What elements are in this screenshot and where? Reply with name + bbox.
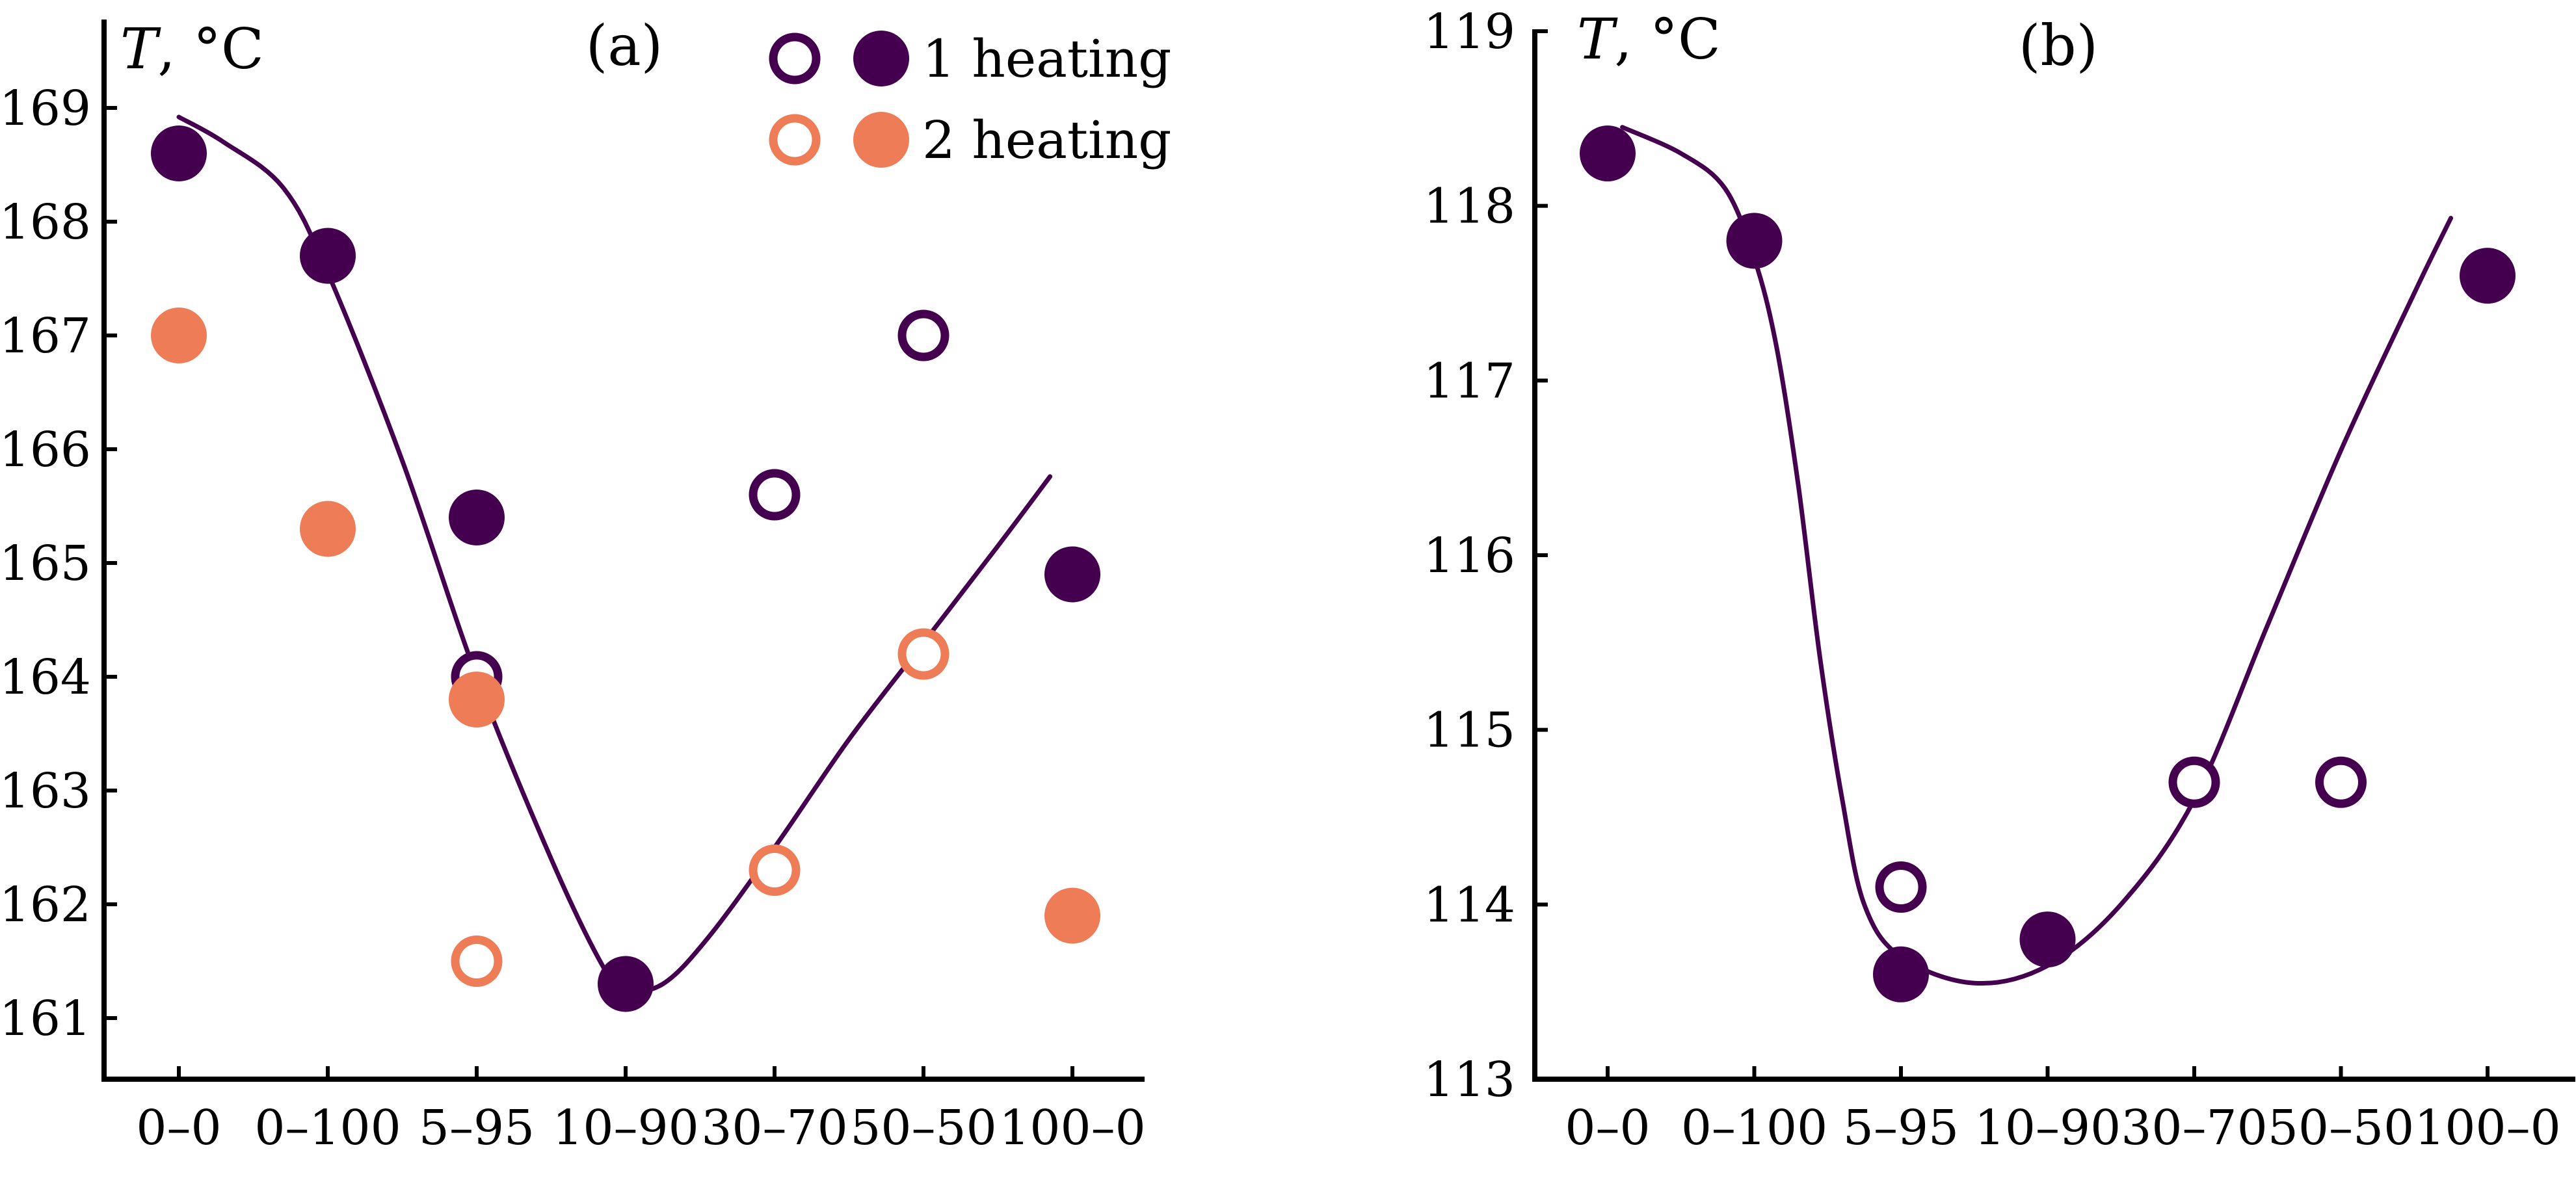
y-tick-label: 168 [0, 194, 91, 250]
y-axis-label: T, °C [1577, 7, 1721, 72]
data-point-heating1-filled [1873, 946, 1929, 1002]
y-axis-label-unit: , °C [157, 17, 263, 82]
y-tick-label: 119 [1424, 4, 1515, 60]
data-point-heating2-open [451, 936, 503, 987]
x-tick-label: 50–50 [850, 1100, 996, 1156]
data-point-heating1-filled [300, 228, 356, 284]
y-tick-label: 167 [0, 308, 91, 364]
data-point-heating2-filled [449, 672, 505, 727]
x-tick-label: 30–70 [701, 1100, 847, 1156]
panel-label: (a) [586, 14, 663, 79]
y-tick-label: 166 [0, 422, 91, 478]
legend-marker-filled [853, 31, 909, 86]
legend-marker-filled [853, 112, 909, 168]
y-tick-label: 165 [0, 536, 91, 592]
y-tick-label: 116 [1424, 528, 1515, 584]
data-point-heating1-filled [1726, 213, 1783, 269]
y-tick-label: 163 [0, 763, 91, 819]
x-tick-label: 0–0 [1565, 1100, 1650, 1156]
y-axis-label-variable: T [1577, 7, 1618, 72]
panel-label: (b) [2019, 14, 2098, 79]
legend-marker-open [769, 114, 821, 166]
data-point-heating2-filled [151, 308, 207, 363]
data-point-heating2-open [749, 844, 801, 896]
legend-label: 2 heating [922, 110, 1171, 170]
data-point-heating2-filled [300, 501, 356, 557]
y-tick-label: 169 [0, 81, 91, 137]
x-tick-label: 100–0 [999, 1100, 1145, 1156]
x-tick-label: 30–70 [2121, 1100, 2267, 1156]
data-point-heating1-open [2315, 756, 2367, 808]
x-tick-label: 10–90 [1974, 1100, 2121, 1156]
data-point-heating1-open [1875, 861, 1927, 913]
x-tick-label: 5–95 [1843, 1100, 1959, 1156]
data-point-heating1-filled [1044, 546, 1100, 603]
x-tick-label: 50–50 [2268, 1100, 2414, 1156]
x-tick-label: 0–100 [1681, 1100, 1827, 1156]
y-tick-label: 118 [1424, 179, 1515, 235]
x-tick-label: 0–0 [136, 1100, 221, 1156]
data-point-heating1-open [2168, 756, 2220, 808]
y-axis-label: T, °C [120, 17, 264, 82]
x-tick-label: 100–0 [2414, 1100, 2560, 1156]
data-point-heating1-open [749, 469, 801, 521]
legend-label: 1 heating [922, 29, 1171, 89]
x-tick-label: 10–90 [552, 1100, 698, 1156]
data-point-heating1-filled [449, 490, 505, 545]
y-axis-label-unit: , °C [1614, 7, 1720, 72]
data-point-heating1-filled [598, 956, 654, 1012]
legend-marker-open [769, 33, 821, 85]
y-tick-label: 162 [0, 877, 91, 933]
y-axis-label-variable: T [120, 17, 161, 82]
y-tick-label: 117 [1424, 353, 1515, 409]
y-tick-label: 114 [1424, 877, 1515, 933]
y-tick-label: 164 [0, 649, 91, 705]
data-point-heating2-filled [1044, 887, 1100, 944]
x-tick-label: 5–95 [419, 1100, 535, 1156]
y-tick-label: 113 [1424, 1052, 1515, 1108]
data-point-heating1-filled [2019, 911, 2076, 968]
data-point-heating1-open [897, 309, 949, 361]
data-point-heating1-filled [1580, 125, 1636, 182]
chart-panel-a: 161 162 163 164 165 166 167 168 169 0–0 0–100 5–95 1… [0, 14, 1171, 1156]
legend: 1 heating 2 heating [769, 29, 1171, 170]
data-point-heating1-filled [2460, 248, 2516, 304]
chart-panel-b: 113 114 115 116 117 118 119 0–0 0–100 5–95 10–90 30… [1424, 4, 2575, 1156]
data-point-heating2-open [897, 628, 949, 680]
data-point-heating1-filled [151, 125, 207, 181]
y-tick-label: 115 [1424, 703, 1515, 759]
x-tick-label: 0–100 [254, 1100, 401, 1156]
y-tick-label: 161 [0, 991, 91, 1047]
